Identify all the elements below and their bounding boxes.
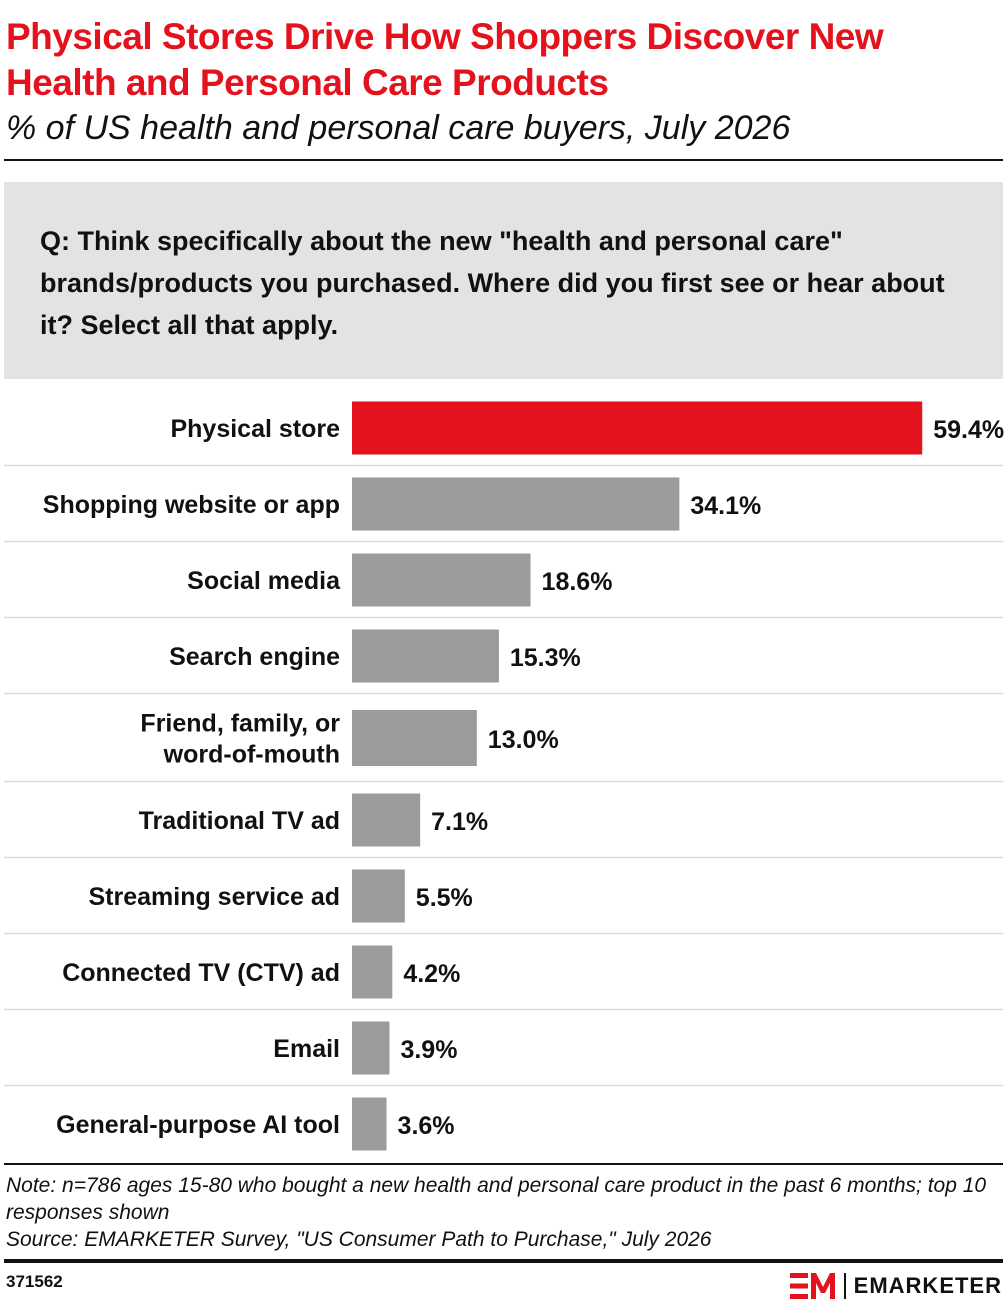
footer-divider bbox=[4, 1259, 1003, 1263]
bar-chart: Physical store 59.4% Shopping website or a… bbox=[4, 401, 1004, 1151]
value-label: 3.9% bbox=[400, 1036, 457, 1064]
bar bbox=[352, 553, 531, 607]
bar bbox=[352, 1021, 390, 1075]
em-logo-icon bbox=[789, 1273, 835, 1299]
title-divider bbox=[4, 159, 1003, 161]
category-label: Search engine bbox=[169, 643, 340, 671]
chart-note: Note: n=786 ages 15-80 who bought a new … bbox=[6, 1174, 987, 1224]
bar bbox=[352, 869, 405, 923]
bar bbox=[352, 710, 477, 766]
value-label: 13.0% bbox=[488, 726, 559, 754]
category-label: Shopping website or app bbox=[43, 491, 340, 519]
category-label: Social media bbox=[187, 567, 341, 595]
value-label: 59.4% bbox=[933, 416, 1004, 444]
bar bbox=[352, 477, 680, 531]
value-label: 34.1% bbox=[690, 492, 761, 520]
survey-question: Q: Think specifically about the new "hea… bbox=[40, 226, 945, 340]
category-label: Friend, family, or word-of-mouth bbox=[140, 710, 340, 769]
bar bbox=[352, 401, 923, 455]
bar bbox=[352, 793, 421, 847]
value-label: 15.3% bbox=[510, 644, 581, 672]
chart-bottom-divider bbox=[4, 1163, 1003, 1165]
brand-name: EMARKETER bbox=[853, 1273, 1002, 1298]
chart-title: Physical Stores Drive How Shoppers Disco… bbox=[6, 16, 884, 103]
bar bbox=[352, 1097, 387, 1151]
category-label: Connected TV (CTV) ad bbox=[62, 959, 340, 987]
category-label: Streaming service ad bbox=[88, 883, 340, 911]
value-label: 5.5% bbox=[416, 884, 473, 912]
category-label: Email bbox=[273, 1035, 340, 1063]
chart-id: 371562 bbox=[6, 1272, 63, 1291]
value-label: 4.2% bbox=[403, 960, 460, 988]
chart-subtitle: % of US health and personal care buyers,… bbox=[6, 109, 791, 147]
logo-separator bbox=[843, 1273, 846, 1299]
question-box: Q: Think specifically about the new "hea… bbox=[4, 182, 1003, 379]
category-label: Traditional TV ad bbox=[139, 807, 340, 835]
bar bbox=[352, 629, 499, 683]
value-label: 18.6% bbox=[542, 568, 613, 596]
category-label: Physical store bbox=[170, 415, 340, 443]
category-label: General-purpose AI tool bbox=[56, 1111, 340, 1139]
emarketer-logo: EMARKETER bbox=[789, 1270, 1002, 1302]
chart-source: Source: EMARKETER Survey, "US Consumer P… bbox=[6, 1228, 712, 1251]
value-label: 3.6% bbox=[398, 1112, 455, 1140]
bar bbox=[352, 945, 393, 999]
value-label: 7.1% bbox=[431, 808, 488, 836]
